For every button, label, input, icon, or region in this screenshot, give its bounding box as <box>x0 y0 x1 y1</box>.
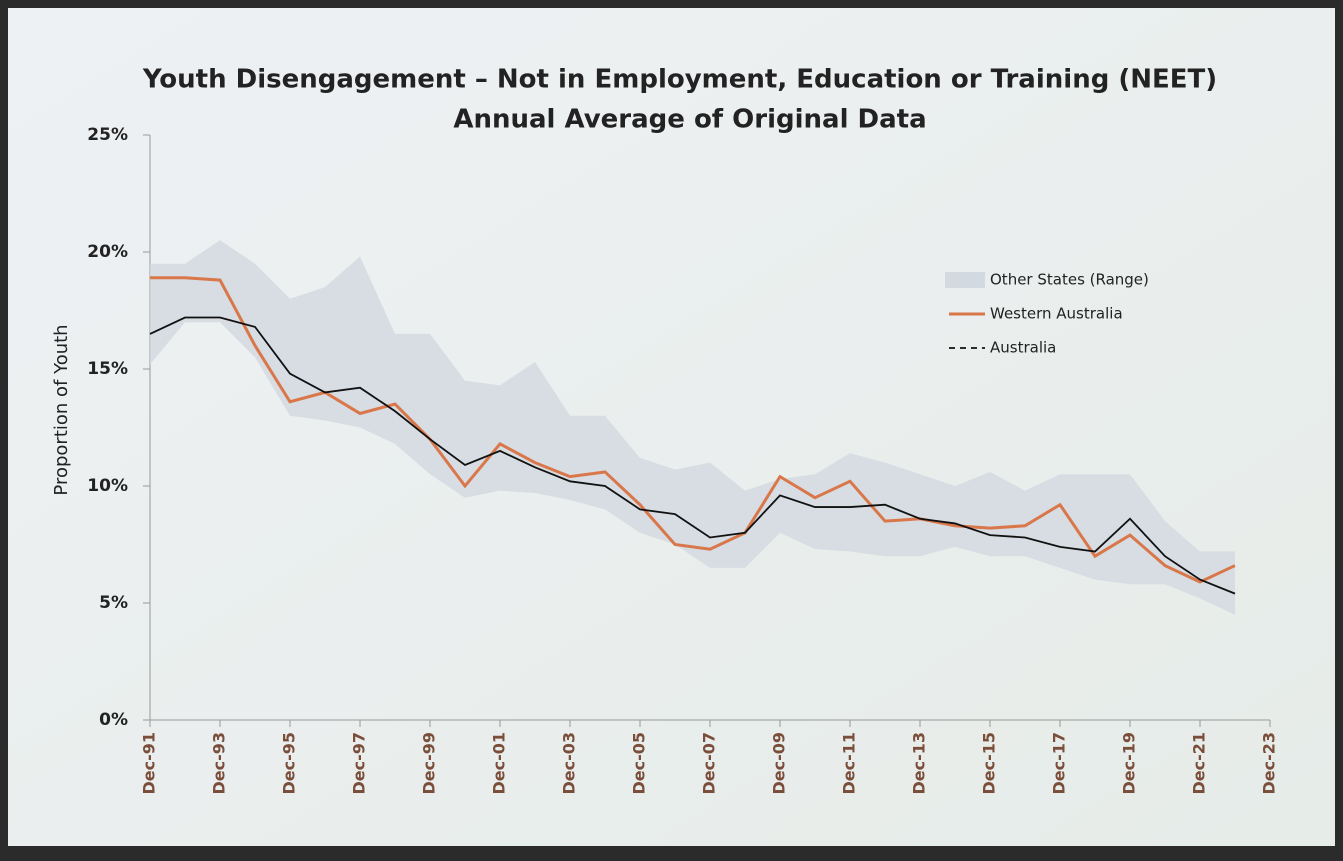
x-tick-label: Dec-05 <box>630 732 649 795</box>
series-line <box>149 316 1236 595</box>
x-tick-label: Dec-07 <box>700 732 719 795</box>
legend-label: Other States (Range) <box>990 271 1149 289</box>
series-line <box>150 276 1236 584</box>
x-tick-label: Dec-21 <box>1190 732 1209 795</box>
x-tick-label: Dec-91 <box>140 732 159 795</box>
y-tick-label: 10% <box>87 476 128 496</box>
y-tick-label: 25% <box>87 125 128 145</box>
screen <box>8 8 1335 846</box>
legend-label: Western Australia <box>990 305 1123 323</box>
y-tick-label: 5% <box>99 593 128 613</box>
y-tick-label: 15% <box>87 359 128 379</box>
y-tick-label: 0% <box>99 710 128 730</box>
x-tick-label: Dec-09 <box>770 732 789 795</box>
chart-subtitle: Annual Average of Original Data <box>453 105 926 135</box>
x-tick-label: Dec-03 <box>560 732 579 795</box>
x-tick-label: Dec-99 <box>420 732 439 795</box>
range-area <box>150 240 1235 615</box>
x-tick-label: Dec-01 <box>490 732 509 795</box>
x-tick-label: Dec-11 <box>840 732 859 795</box>
chart-title: Youth Disengagement – Not in Employment,… <box>142 65 1217 95</box>
y-tick-label: 20% <box>87 242 128 262</box>
x-tick-label: Dec-95 <box>280 732 299 795</box>
x-tick-label: Dec-19 <box>1120 732 1139 795</box>
x-tick-label: Dec-15 <box>980 732 999 795</box>
legend-label: Australia <box>990 339 1056 357</box>
x-tick-label: Dec-13 <box>910 732 929 795</box>
x-tick-label: Dec-23 <box>1260 732 1279 795</box>
x-tick-label: Dec-97 <box>350 732 369 795</box>
x-tick-label: Dec-93 <box>210 732 229 795</box>
legend-swatch <box>945 272 985 288</box>
y-axis-label: Proportion of Youth <box>51 324 72 495</box>
x-tick-label: Dec-17 <box>1050 732 1069 795</box>
